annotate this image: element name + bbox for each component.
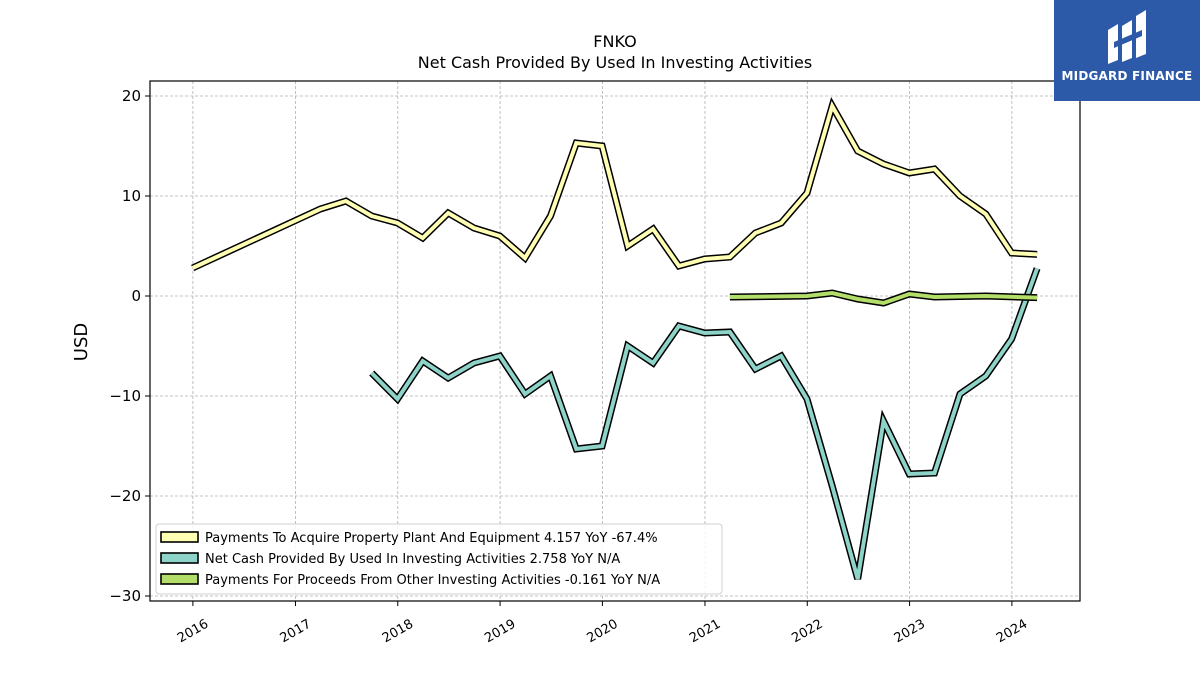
series-line-2 bbox=[729, 290, 1038, 306]
series-lines bbox=[191, 97, 1041, 580]
y-tick-label: 0 bbox=[131, 287, 141, 305]
x-tick-label: 2020 bbox=[585, 617, 621, 647]
midgard-logo-mark-icon bbox=[1108, 10, 1146, 64]
legend-label: Payments To Acquire Property Plant And E… bbox=[205, 531, 658, 546]
chart-title: FNKO bbox=[593, 32, 636, 51]
grid-lines bbox=[150, 81, 1080, 601]
x-axis-ticks: 2016 2017 2018 2019 2020 2021 2022 2023 2024 bbox=[175, 601, 1030, 646]
legend: Payments To Acquire Property Plant And E… bbox=[155, 523, 723, 595]
legend-swatch bbox=[160, 531, 199, 543]
y-tick-label: 10 bbox=[122, 187, 141, 205]
chart-subtitle: Net Cash Provided By Used In Investing A… bbox=[418, 53, 812, 72]
y-axis-ticks: 20 10 0 −10 −20 −30 bbox=[109, 87, 150, 605]
legend-box bbox=[155, 523, 723, 595]
x-tick-label: 2019 bbox=[482, 617, 518, 647]
y-tick-label: −30 bbox=[109, 587, 141, 605]
legend-swatch bbox=[160, 573, 199, 585]
y-tick-label: −10 bbox=[109, 387, 141, 405]
legend-label: Payments For Proceeds From Other Investi… bbox=[205, 573, 660, 588]
x-tick-label: 2022 bbox=[789, 617, 825, 647]
x-tick-label: 2018 bbox=[380, 617, 416, 647]
x-tick-label: 2021 bbox=[687, 617, 723, 647]
x-tick-label: 2016 bbox=[175, 617, 211, 647]
y-tick-label: −20 bbox=[109, 487, 141, 505]
series-line-1 bbox=[370, 267, 1039, 580]
legend-label: Net Cash Provided By Used In Investing A… bbox=[205, 552, 620, 567]
x-tick-label: 2023 bbox=[892, 617, 928, 647]
series-line-0 bbox=[191, 100, 1038, 270]
plot-area-frame bbox=[149, 80, 1081, 602]
legend-swatch bbox=[160, 552, 199, 564]
logo-text: MIDGARD FINANCE bbox=[1061, 69, 1193, 83]
y-axis-label: USD bbox=[71, 323, 92, 361]
series-outline-0 bbox=[191, 97, 1038, 272]
x-tick-label: 2024 bbox=[994, 617, 1030, 647]
midgard-finance-logo: MIDGARD FINANCE bbox=[1054, 0, 1200, 101]
y-tick-label: 20 bbox=[122, 87, 141, 105]
x-tick-label: 2017 bbox=[278, 617, 314, 647]
